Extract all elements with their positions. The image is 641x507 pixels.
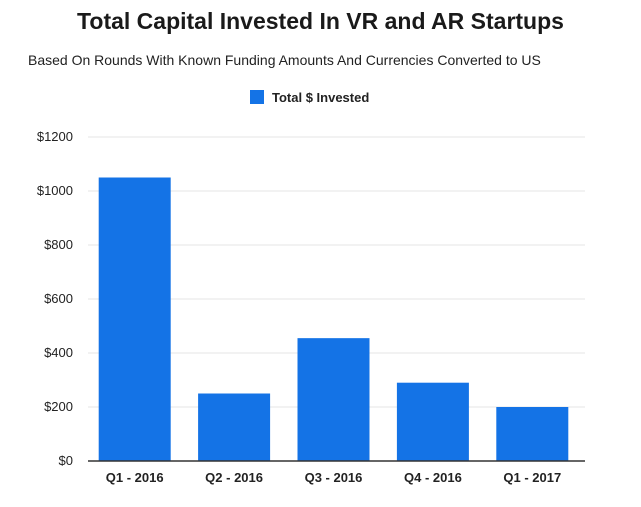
- legend: Total $ Invested: [250, 88, 369, 106]
- x-tick-label: Q2 - 2016: [205, 470, 263, 485]
- y-tick-label: $800: [44, 237, 73, 252]
- y-tick-label: $1000: [37, 183, 73, 198]
- legend-label: Total $ Invested: [272, 89, 370, 105]
- x-tick-label: Q4 - 2016: [404, 470, 462, 485]
- bar: [297, 338, 370, 461]
- bar: [396, 382, 469, 461]
- chart-subtitle: Based On Rounds With Known Funding Amoun…: [28, 52, 541, 68]
- y-tick-label: $400: [44, 345, 73, 360]
- bar: [198, 393, 271, 461]
- chart-title: Total Capital Invested In VR and AR Star…: [77, 8, 564, 34]
- x-tick-label: Q1 - 2017: [503, 470, 561, 485]
- bar: [496, 407, 569, 461]
- legend-swatch: [250, 90, 264, 104]
- x-tick-label: Q3 - 2016: [305, 470, 363, 485]
- y-tick-label: $1200: [37, 129, 73, 144]
- bar: [98, 177, 171, 461]
- y-tick-label: $600: [44, 291, 73, 306]
- x-tick-label: Q1 - 2016: [106, 470, 164, 485]
- y-tick-label: $0: [59, 453, 73, 468]
- y-tick-label: $200: [44, 399, 73, 414]
